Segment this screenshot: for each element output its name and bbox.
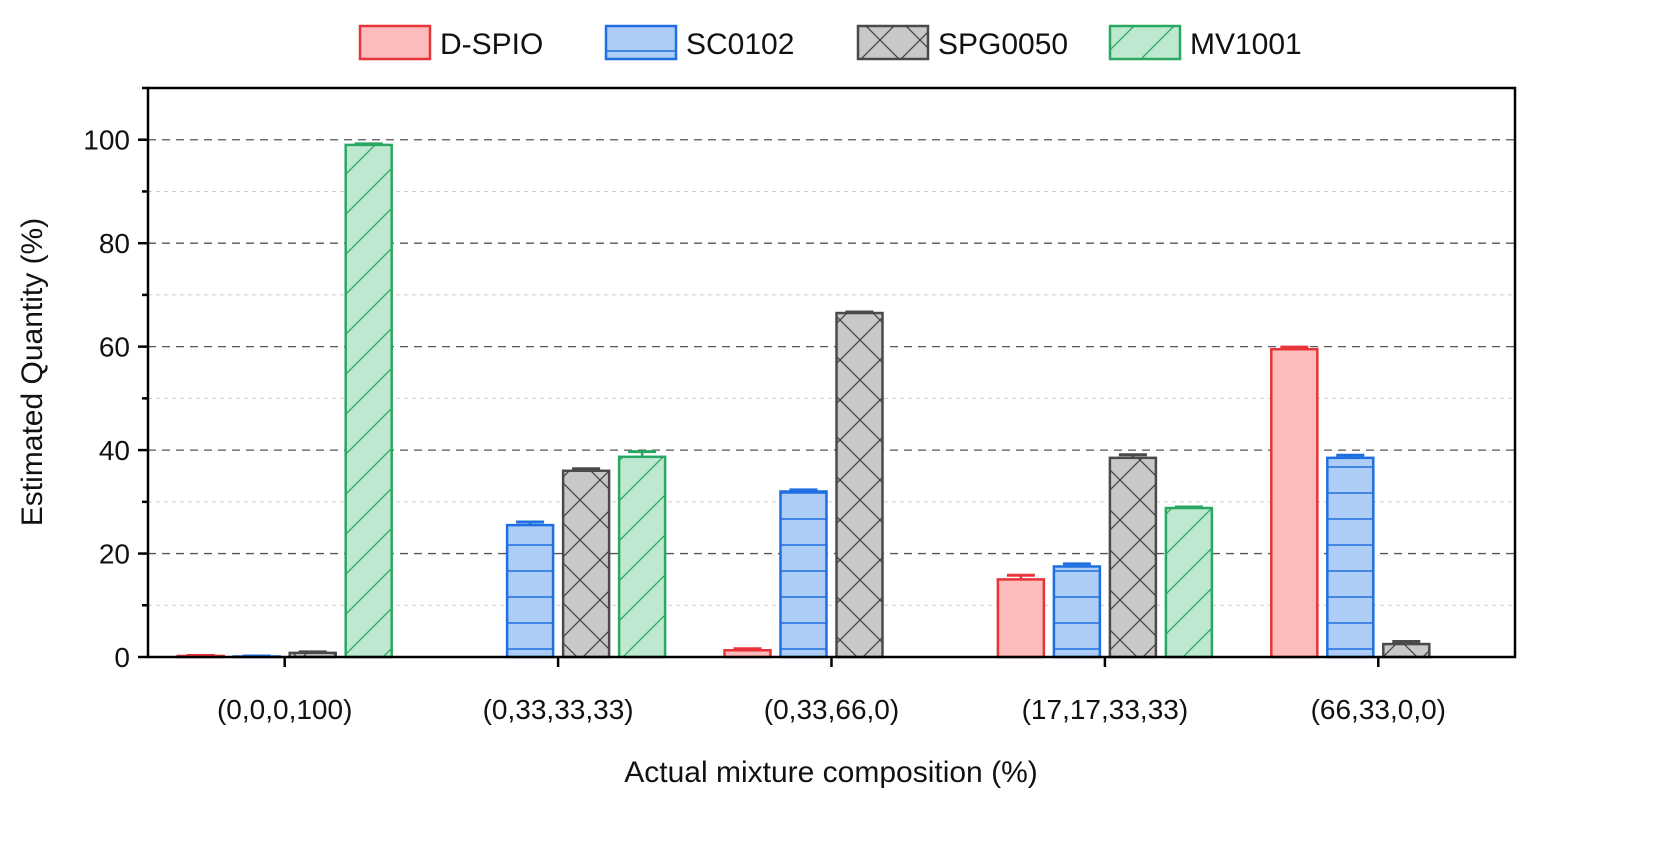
legend-item-spg0050: SPG0050 bbox=[856, 24, 1068, 61]
bar-pattern bbox=[619, 456, 666, 657]
legend-item-sc0102: SC0102 bbox=[604, 24, 794, 61]
bar-pattern bbox=[289, 652, 336, 657]
x-tick-label: (17,17,33,33) bbox=[1022, 694, 1189, 725]
y-tick-label: 80 bbox=[99, 228, 130, 259]
y-tick-label: 100 bbox=[83, 125, 130, 156]
bar-pattern bbox=[780, 491, 827, 657]
bar-pattern bbox=[1053, 566, 1100, 657]
legend-label: SC0102 bbox=[686, 28, 794, 61]
x-axis-label: Actual mixture composition (%) bbox=[624, 756, 1037, 789]
bar-pattern bbox=[1383, 644, 1430, 657]
bar-pattern bbox=[345, 144, 392, 657]
legend-swatch bbox=[358, 24, 432, 61]
y-axis-label: Estimated Quantity (%) bbox=[16, 218, 49, 526]
legend-item-mv1001: MV1001 bbox=[1108, 24, 1302, 61]
x-tick-label: (0,0,0,100) bbox=[217, 694, 352, 725]
y-tick-label: 60 bbox=[99, 332, 130, 363]
bar-pattern bbox=[1165, 508, 1212, 657]
bar-pattern bbox=[1109, 457, 1156, 657]
legend-item-d-spio: D-SPIO bbox=[358, 24, 543, 61]
bars bbox=[176, 142, 1431, 659]
y-tick-label: 20 bbox=[99, 539, 130, 570]
y-tick-label: 0 bbox=[114, 642, 130, 673]
axes: 0 20 40 60 80 100 (0,0,0,100) (0,33,33,33) (0,33… bbox=[83, 86, 1446, 725]
x-tick-label: (66,33,0,0) bbox=[1311, 694, 1446, 725]
x-tick-label: (0,33,33,33) bbox=[483, 694, 634, 725]
bar-d-spio bbox=[1270, 347, 1319, 659]
legend-swatch-pattern bbox=[606, 26, 676, 59]
legend-swatch-pattern bbox=[858, 26, 928, 59]
y-tick-label: 40 bbox=[99, 435, 130, 466]
bar-pattern bbox=[507, 525, 554, 657]
bar-d-spio bbox=[996, 578, 1046, 659]
bar-pattern bbox=[563, 470, 610, 657]
legend: D-SPIO SC0102 SPG0050 MV1001 bbox=[358, 24, 1302, 61]
legend-label: D-SPIO bbox=[440, 28, 543, 61]
x-tick-label: (0,33,66,0) bbox=[764, 694, 899, 725]
bar-pattern bbox=[836, 313, 883, 657]
legend-swatch-pattern bbox=[1110, 26, 1180, 59]
bar-pattern bbox=[1327, 457, 1374, 657]
legend-label: SPG0050 bbox=[938, 28, 1068, 61]
legend-label: MV1001 bbox=[1190, 28, 1302, 61]
